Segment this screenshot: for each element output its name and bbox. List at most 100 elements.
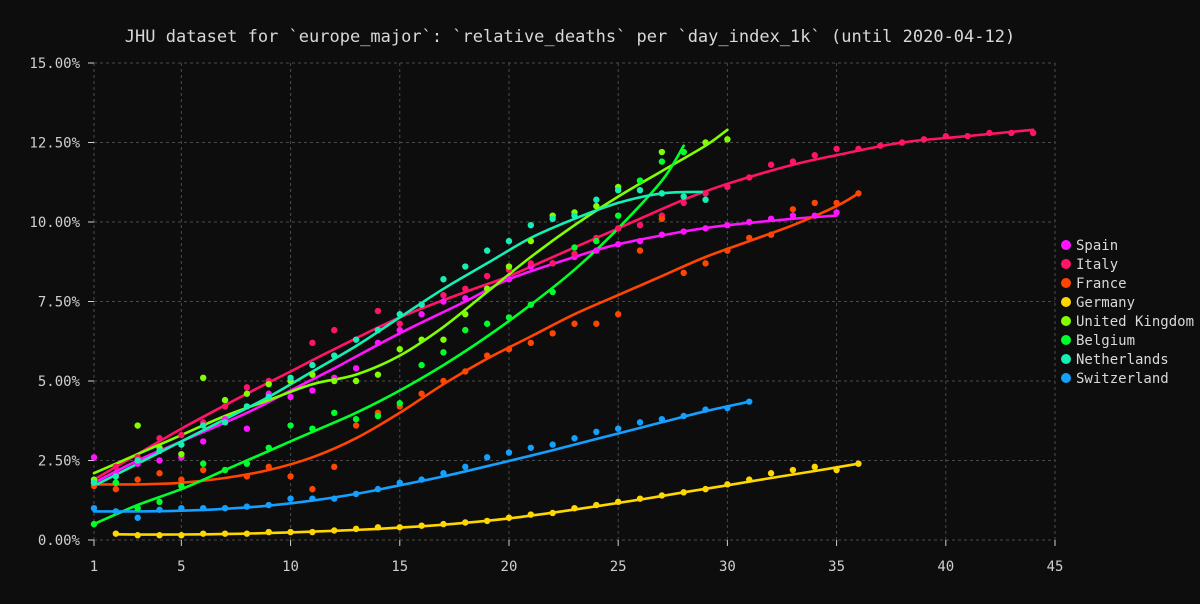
data-point-switzerland (636, 419, 644, 426)
data-point-belgium (483, 320, 491, 327)
x-tick-label: 1 (90, 559, 98, 575)
x-tick-label: 45 (1047, 559, 1064, 575)
data-point-united-kingdom (527, 237, 535, 245)
y-tick-label: 10.00% (29, 215, 80, 231)
data-point-united-kingdom (243, 390, 251, 397)
data-point-belgium (680, 148, 687, 156)
data-point-netherlands (571, 212, 578, 219)
data-point-netherlands (505, 237, 513, 245)
data-point-united-kingdom (178, 450, 185, 458)
data-point-spain (680, 228, 687, 235)
data-point-switzerland (112, 508, 120, 515)
data-point-belgium (593, 237, 600, 245)
data-point-switzerland (156, 506, 163, 513)
data-point-switzerland (614, 425, 622, 432)
data-point-netherlands (462, 263, 469, 270)
data-point-france (593, 320, 600, 327)
x-tick-label: 20 (501, 559, 518, 575)
data-point-united-kingdom (352, 377, 360, 385)
data-point-switzerland (396, 479, 403, 486)
series-line-switzerland (92, 400, 751, 513)
data-point-italy (920, 136, 928, 143)
data-point-netherlands (90, 479, 98, 486)
data-point-netherlands (396, 311, 403, 318)
data-point-spain (90, 454, 98, 461)
data-point-italy (855, 145, 862, 153)
data-point-italy (898, 139, 906, 146)
data-point-united-kingdom (309, 371, 316, 378)
data-point-germany (811, 463, 818, 471)
data-point-germany (396, 524, 403, 531)
data-point-germany (505, 514, 513, 521)
data-point-spain (374, 339, 382, 347)
data-point-spain (200, 438, 207, 445)
data-point-netherlands (309, 361, 316, 369)
data-point-united-kingdom (200, 374, 207, 382)
data-point-germany (418, 522, 425, 529)
data-point-spain (505, 276, 513, 283)
data-point-spain (156, 457, 163, 464)
data-point-germany (265, 528, 272, 536)
data-point-switzerland (658, 415, 666, 423)
legend-label-switzerland: Switzerland (1076, 371, 1169, 387)
data-point-france (331, 463, 338, 471)
legend-label-belgium: Belgium (1076, 333, 1135, 349)
data-point-germany (746, 476, 753, 483)
data-point-united-kingdom (440, 336, 447, 343)
data-point-belgium (571, 244, 578, 251)
data-point-france (571, 320, 578, 327)
data-point-belgium (156, 498, 163, 506)
data-point-germany (243, 530, 251, 537)
data-point-united-kingdom (483, 285, 491, 292)
data-point-italy (483, 272, 491, 280)
data-point-italy (243, 384, 251, 391)
data-point-france (178, 476, 185, 483)
data-point-germany (331, 527, 338, 534)
data-point-belgium (265, 444, 272, 451)
data-point-france (855, 190, 862, 197)
data-point-italy (462, 285, 469, 292)
series-line-italy (92, 128, 1035, 481)
data-point-france (680, 269, 687, 277)
data-point-belgium (505, 314, 513, 321)
point-layer (90, 129, 1037, 539)
data-point-united-kingdom (418, 336, 425, 343)
data-point-switzerland (462, 463, 469, 471)
data-point-spain (724, 221, 731, 229)
data-point-switzerland (374, 485, 382, 493)
legend-marker-spain (1061, 240, 1071, 250)
legend-marker-france (1061, 278, 1071, 288)
data-point-switzerland (724, 404, 731, 412)
legend-marker-netherlands (1061, 354, 1071, 364)
data-point-france (811, 199, 818, 207)
data-point-spain (746, 218, 753, 226)
data-point-france (614, 311, 622, 318)
data-point-france (549, 330, 556, 337)
data-point-spain (811, 212, 818, 219)
data-point-france (418, 390, 425, 397)
data-point-italy (833, 145, 840, 153)
data-point-italy (1029, 129, 1037, 137)
data-point-switzerland (265, 501, 272, 509)
data-point-germany (636, 495, 644, 502)
data-point-germany (352, 525, 360, 533)
data-point-netherlands (374, 326, 382, 334)
data-point-italy (331, 326, 338, 334)
legend-label-netherlands: Netherlands (1076, 352, 1169, 368)
data-point-belgium (549, 288, 556, 296)
legend-label-italy: Italy (1076, 257, 1118, 273)
data-point-france (767, 231, 775, 238)
data-point-netherlands (680, 193, 687, 200)
data-point-italy (702, 190, 709, 197)
data-point-germany (178, 532, 185, 539)
data-point-netherlands (352, 336, 360, 343)
data-point-switzerland (90, 505, 98, 512)
data-point-italy (767, 161, 775, 168)
data-point-united-kingdom (374, 371, 382, 378)
x-tick-label: 40 (937, 559, 954, 575)
data-point-switzerland (178, 505, 185, 512)
data-point-netherlands (527, 221, 535, 229)
data-point-netherlands (440, 276, 447, 283)
data-point-netherlands (178, 441, 185, 448)
data-point-switzerland (505, 449, 513, 456)
